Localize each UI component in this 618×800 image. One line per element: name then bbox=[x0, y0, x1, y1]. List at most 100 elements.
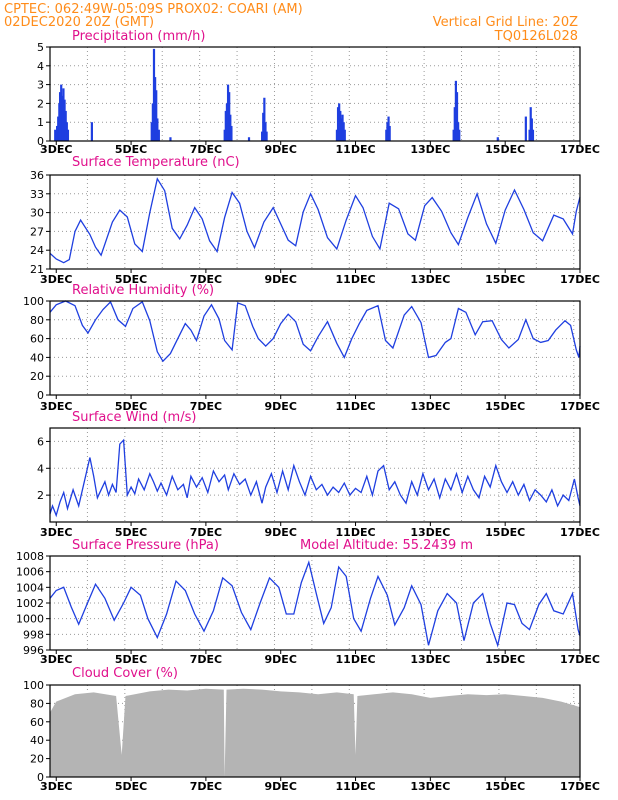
cloud-ytick-label: 80 bbox=[30, 697, 44, 710]
cloud-ytick-label: 20 bbox=[30, 753, 44, 766]
precipitation-bar bbox=[496, 137, 499, 141]
precipitation-bar bbox=[225, 103, 229, 141]
temperature-xtick-label: 15DEC bbox=[485, 273, 525, 286]
pressure-ytick-label: 998 bbox=[23, 628, 44, 641]
humidity-title: Relative Humidity (%) bbox=[72, 283, 214, 298]
cloud-xtick-label: 17DEC bbox=[560, 780, 600, 793]
humidity-line bbox=[49, 300, 581, 363]
wind-xtick-label: 17DEC bbox=[560, 526, 600, 539]
precipitation-bar bbox=[528, 129, 531, 141]
cloud-xtick-label: 5DEC bbox=[115, 780, 147, 793]
humidity-ytick-label: 0 bbox=[37, 389, 44, 402]
wind-title: Surface Wind (m/s) bbox=[72, 410, 196, 425]
precipitation-bar bbox=[339, 110, 342, 141]
precipitation-ytick-label: 0 bbox=[37, 135, 44, 148]
cloud-xtick-label: 9DEC bbox=[265, 780, 297, 793]
precipitation-bar bbox=[61, 95, 64, 141]
temperature-ytick-label: 30 bbox=[30, 207, 44, 220]
temperature-line bbox=[49, 177, 581, 264]
precipitation-bar bbox=[452, 129, 455, 141]
humidity-xtick-label: 11DEC bbox=[336, 400, 376, 413]
humidity-ytick-label: 80 bbox=[30, 314, 44, 327]
pressure-xtick-label: 5DEC bbox=[115, 653, 147, 666]
precipitation-bar bbox=[154, 77, 157, 141]
humidity-ytick-label: 60 bbox=[30, 333, 44, 346]
pressure-xtick-label: 9DEC bbox=[265, 653, 297, 666]
pressure-ytick-label: 1006 bbox=[16, 566, 44, 579]
precipitation-bar bbox=[58, 92, 62, 141]
precipitation-bar bbox=[529, 107, 532, 141]
cloud-ytick-label: 60 bbox=[30, 716, 44, 729]
humidity-xtick-label: 13DEC bbox=[410, 400, 450, 413]
humidity-ytick-label: 100 bbox=[23, 295, 44, 308]
precipitation-bar bbox=[230, 125, 233, 141]
precipitation-bar bbox=[156, 118, 159, 141]
cloud-frame bbox=[49, 684, 581, 778]
precipitation-bar bbox=[62, 88, 65, 141]
temperature-frame bbox=[49, 174, 581, 270]
precipitation-bar bbox=[261, 131, 264, 141]
precipitation-xtick-label: 13DEC bbox=[410, 143, 450, 156]
cloud-ytick-label: 0 bbox=[37, 771, 44, 784]
header-line1: CPTEC: 062:49W-05:09S PROX02: COARI (AM) bbox=[4, 2, 303, 17]
temperature-ytick-label: 21 bbox=[30, 263, 44, 276]
humidity-xtick-label: 17DEC bbox=[560, 400, 600, 413]
precipitation-bar bbox=[336, 107, 340, 141]
temperature-xtick-label: 7DEC bbox=[190, 273, 222, 286]
temperature-xtick-label: 5DEC bbox=[115, 273, 147, 286]
humidity-xtick-label: 3DEC bbox=[40, 400, 72, 413]
pressure-line bbox=[49, 560, 581, 648]
precipitation-bar bbox=[387, 116, 390, 141]
precipitation-bar bbox=[453, 107, 456, 141]
temperature-ytick-label: 33 bbox=[30, 188, 44, 201]
precipitation-frame bbox=[49, 46, 581, 142]
precipitation-bar bbox=[223, 129, 226, 141]
precipitation-bar bbox=[151, 103, 154, 141]
temperature-ytick-label: 36 bbox=[30, 169, 44, 182]
precipitation-bar bbox=[455, 92, 459, 141]
wind-ytick-label: 4 bbox=[37, 462, 44, 475]
precipitation-bar bbox=[60, 84, 63, 141]
pressure-ytick-label: 1008 bbox=[16, 550, 44, 563]
humidity-frame bbox=[49, 300, 581, 396]
pressure-xtick-label: 17DEC bbox=[560, 653, 600, 666]
wind-frame bbox=[49, 427, 581, 523]
humidity-xtick-label: 9DEC bbox=[265, 400, 297, 413]
temperature-xtick-label: 13DEC bbox=[410, 273, 450, 286]
pressure-ytick-label: 1004 bbox=[16, 581, 44, 594]
precipitation-bar bbox=[343, 129, 346, 141]
temperature-xtick-label: 11DEC bbox=[336, 273, 376, 286]
cloud-area bbox=[50, 688, 580, 777]
wind-ytick-label: 2 bbox=[37, 489, 44, 502]
wind-line bbox=[49, 438, 581, 518]
header-grid-note: Vertical Grid Line: 20Z bbox=[433, 15, 578, 30]
pressure-xtick-label: 11DEC bbox=[336, 653, 376, 666]
precipitation-xtick-label: 9DEC bbox=[265, 143, 297, 156]
precipitation-bar bbox=[338, 103, 341, 141]
temperature-xtick-label: 3DEC bbox=[40, 273, 72, 286]
precipitation-bar bbox=[157, 129, 160, 141]
precipitation-ytick-label: 5 bbox=[37, 41, 44, 54]
precipitation-title: Precipitation (mm/h) bbox=[72, 29, 205, 44]
precipitation-bar bbox=[55, 125, 59, 141]
wind-xtick-label: 5DEC bbox=[115, 526, 147, 539]
precipitation-bar bbox=[524, 116, 527, 141]
precipitation-bar bbox=[457, 122, 460, 141]
precipitation-bar bbox=[335, 129, 339, 141]
precipitation-bar bbox=[226, 84, 230, 141]
precipitation-bar bbox=[386, 122, 389, 141]
pressure-ytick-label: 1000 bbox=[16, 613, 44, 626]
precipitation-bar bbox=[385, 129, 388, 141]
wind-xtick-label: 3DEC bbox=[40, 526, 72, 539]
precipitation-bar bbox=[224, 110, 227, 141]
precipitation-bar bbox=[169, 137, 172, 141]
precipitation-xtick-label: 5DEC bbox=[115, 143, 147, 156]
cloud-xtick-label: 15DEC bbox=[485, 780, 525, 793]
precipitation-bar bbox=[150, 122, 153, 141]
precipitation-ytick-label: 3 bbox=[37, 79, 44, 92]
precipitation-bar bbox=[229, 114, 232, 141]
wind-xtick-label: 9DEC bbox=[265, 526, 297, 539]
precipitation-bar bbox=[65, 122, 68, 141]
temperature-title: Surface Temperature (nC) bbox=[72, 155, 240, 170]
humidity-ytick-label: 40 bbox=[30, 351, 44, 364]
